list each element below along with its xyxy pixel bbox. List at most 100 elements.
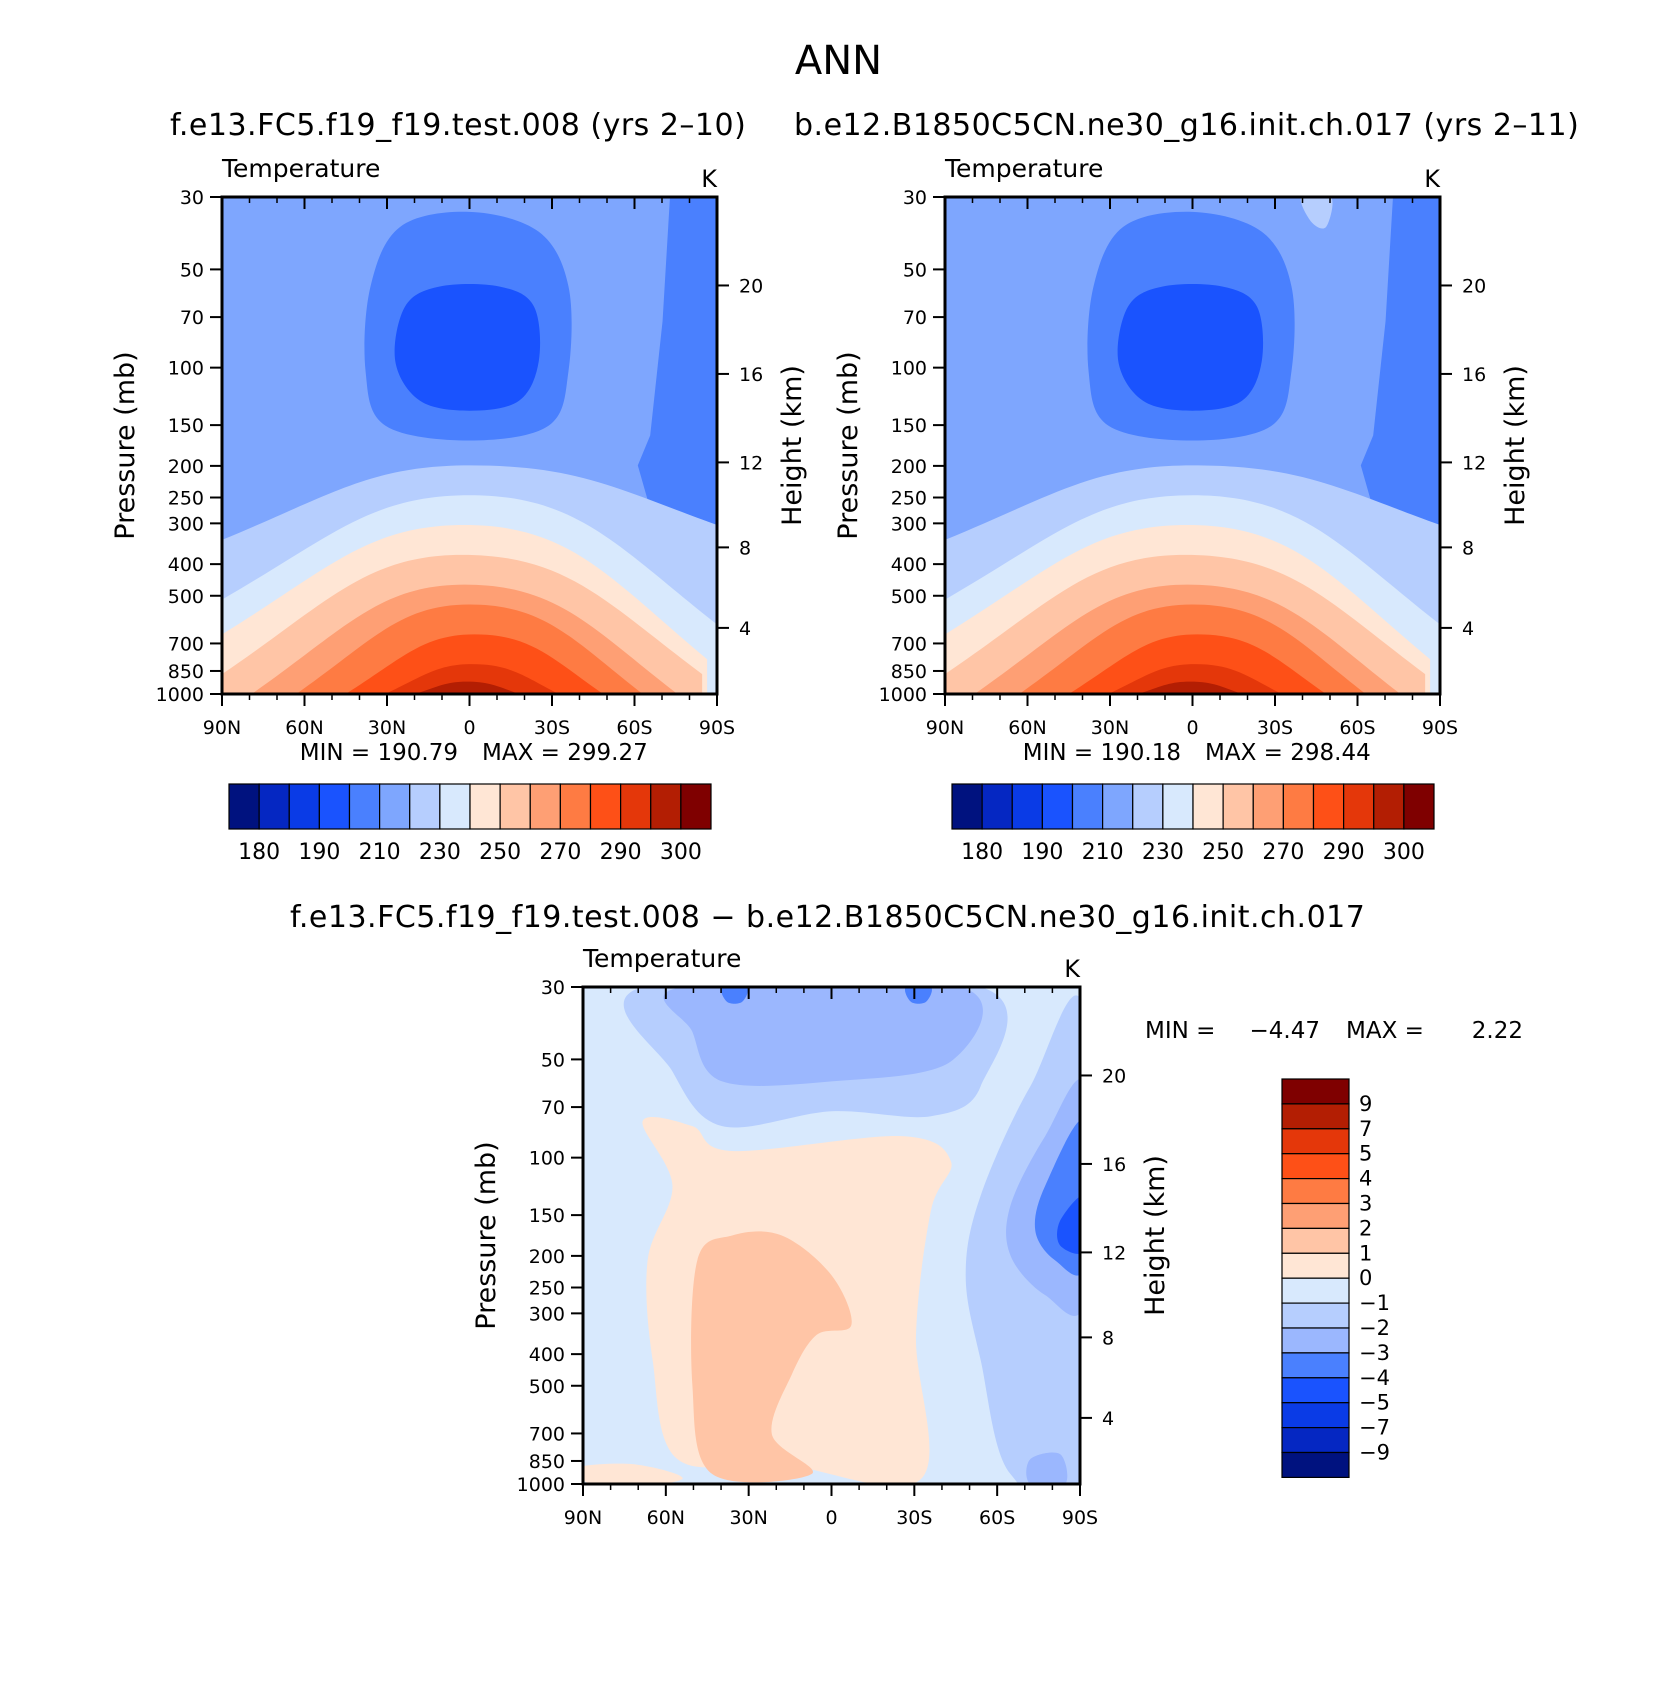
difference-colorbar-label: 0 — [1359, 1266, 1372, 1290]
control-y-tick-label: 150 — [891, 415, 927, 437]
test-km-tick-label: 8 — [739, 537, 751, 559]
difference-min-label: MIN = — [1145, 1018, 1215, 1044]
control-y-tick-label: 70 — [903, 307, 927, 329]
test-colorbar-label: 300 — [660, 840, 702, 865]
test-colorbar-box — [680, 783, 712, 830]
control-y-tick-label: 30 — [903, 187, 927, 209]
test-contour-field — [222, 197, 717, 694]
diff-band-neg4-neg5-south — [1057, 1196, 1080, 1254]
test-colorbar-label: 230 — [419, 840, 461, 865]
control-panel-title: Temperature — [944, 154, 1103, 183]
test-min-label: MIN = 190.79 — [300, 740, 458, 766]
control-colorbar-box — [1011, 783, 1043, 830]
difference-x-tick-label: 90S — [1062, 1507, 1098, 1529]
difference-max-label: MAX = — [1346, 1018, 1424, 1044]
difference-panel-title: Temperature — [582, 944, 741, 973]
control-x-tick-label: 30N — [1091, 717, 1129, 739]
difference-colorbar-box — [1281, 1078, 1350, 1105]
control-x-tick-label: 90S — [1422, 717, 1458, 739]
test-x-tick-label: 90N — [203, 717, 241, 739]
test-colorbar-label: 210 — [359, 840, 401, 865]
control-colorbar-label: 270 — [1262, 840, 1304, 865]
test-km-tick-label: 16 — [739, 364, 763, 386]
difference-y-tick-label: 700 — [529, 1423, 565, 1445]
difference-units-label: K — [1064, 955, 1081, 983]
difference-y-tick-label: 500 — [529, 1376, 565, 1398]
diff-band-neg3-neg4-a — [721, 987, 749, 1004]
test-colorbar-box — [379, 783, 411, 830]
band-190-200-core — [394, 283, 541, 411]
warm-band-7 — [1108, 664, 1282, 694]
control-max-label: MAX = 298.44 — [1205, 740, 1371, 766]
control-colorbar-box — [1222, 783, 1254, 830]
difference-colorbar-label: −1 — [1359, 1291, 1390, 1315]
difference-colorbar-label: −5 — [1359, 1391, 1390, 1415]
difference-colorbar-box — [1281, 1153, 1350, 1180]
control-x-tick-label: 30S — [1257, 717, 1293, 739]
difference-colorbar-box — [1281, 1377, 1350, 1404]
test-y-tick-label: 700 — [168, 633, 204, 655]
test-colorbar-box — [499, 783, 531, 830]
test-colorbar-box — [258, 783, 290, 830]
control-y-tick-label: 200 — [891, 456, 927, 478]
difference-y-right-axis-label: Height (km) — [1140, 1155, 1171, 1316]
test-colorbar-box — [318, 783, 351, 830]
control-colorbar-box — [1132, 783, 1164, 830]
test-x-tick-label: 60N — [285, 717, 323, 739]
control-x-tick-label: 60S — [1339, 717, 1375, 739]
band-200-210-south-pole — [1360, 197, 1440, 526]
control-colorbar-box — [951, 783, 983, 830]
difference-colorbar-box — [1281, 1352, 1350, 1379]
warm-band-6 — [1068, 634, 1327, 694]
difference-colorbar-label: −9 — [1359, 1441, 1390, 1465]
control-km-tick-label: 20 — [1462, 275, 1486, 297]
difference-colorbar-box — [1281, 1402, 1350, 1429]
difference-colorbar-box — [1281, 1302, 1350, 1329]
test-max-label: MAX = 299.27 — [482, 740, 648, 766]
difference-min-value: −4.47 — [1250, 1018, 1320, 1044]
control-colorbar-box — [1373, 783, 1405, 830]
test-x-tick-label: 90S — [699, 717, 735, 739]
difference-y-axis-label: Pressure (mb) — [471, 1141, 502, 1329]
difference-y-tick-label: 70 — [541, 1097, 565, 1119]
test-colorbar-box — [228, 783, 260, 830]
difference-colorbar-label: 2 — [1359, 1216, 1372, 1240]
control-colorbar-box — [1343, 783, 1375, 830]
test-y-tick-label: 200 — [168, 456, 204, 478]
test-y-tick-label: 300 — [168, 513, 204, 535]
test-panel-title: Temperature — [221, 154, 380, 183]
control-colorbar-label: 300 — [1383, 840, 1425, 865]
test-colorbar-box — [439, 783, 471, 830]
test-colorbar-box — [348, 783, 381, 830]
test-colorbar-box — [409, 783, 441, 830]
diff-band-neg2-neg3-surface — [1026, 1452, 1068, 1484]
control-colorbar-box — [1312, 783, 1345, 830]
difference-y-tick-label: 1000 — [517, 1474, 565, 1496]
difference-colorbar-label: 1 — [1359, 1241, 1372, 1265]
test-colorbar-box — [469, 783, 501, 830]
difference-colorbar-box — [1281, 1103, 1350, 1130]
figure-title: ANN — [794, 38, 883, 84]
difference-y-tick-label: 850 — [529, 1451, 565, 1473]
control-y-tick-label: 500 — [891, 586, 927, 608]
difference-colorbar-box — [1281, 1277, 1350, 1304]
difference-colorbar-box — [1281, 1177, 1350, 1205]
difference-colorbar-label: −4 — [1359, 1366, 1390, 1390]
warm-band-7 — [385, 664, 559, 694]
control-min-label: MIN = 190.18 — [1023, 740, 1181, 766]
difference-y-tick-label: 400 — [529, 1344, 565, 1366]
control-contour-field — [945, 197, 1440, 694]
test-colorbar-box — [288, 783, 320, 830]
difference-x-tick-label: 30S — [896, 1507, 932, 1529]
diff-band-neg2-neg3-upper — [663, 987, 983, 1086]
control-y-right-axis-label: Height (km) — [1500, 365, 1531, 526]
diff-band-1-2 — [691, 1231, 852, 1483]
difference-y-tick-label: 50 — [541, 1049, 565, 1071]
test-y-tick-label: 30 — [180, 187, 204, 209]
difference-colorbar-box — [1281, 1202, 1350, 1229]
test-colorbar-label: 270 — [539, 840, 581, 865]
control-y-tick-label: 300 — [891, 513, 927, 535]
difference-km-tick-label: 8 — [1102, 1327, 1114, 1349]
control-y-tick-label: 1000 — [879, 684, 927, 706]
